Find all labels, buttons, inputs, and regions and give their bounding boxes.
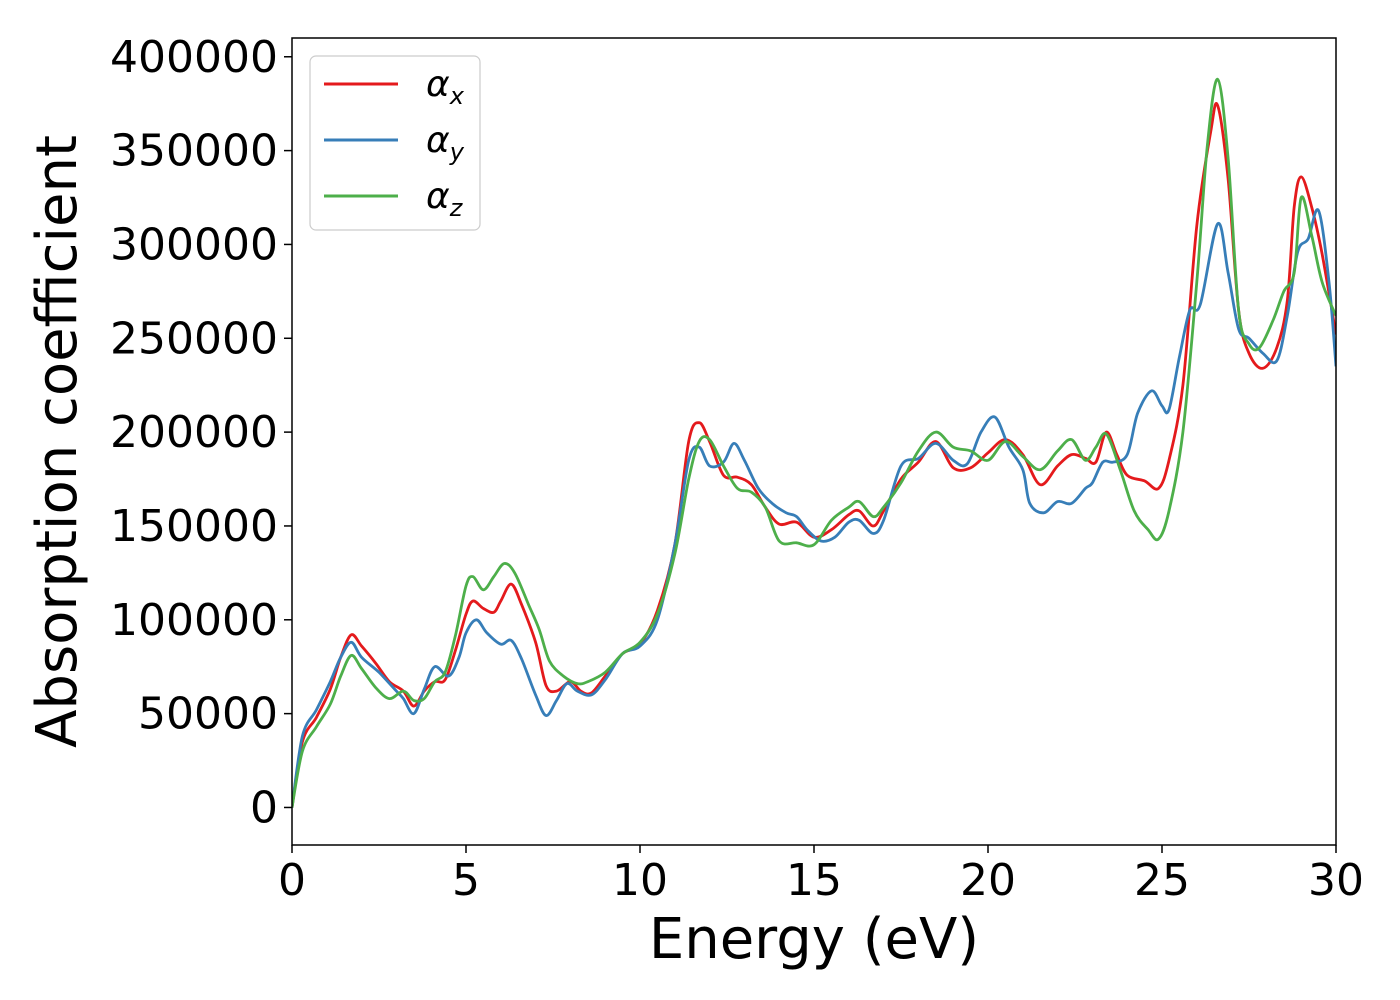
legend-label-subscript: z: [449, 194, 464, 222]
x-tick-label: 20: [960, 855, 1016, 906]
y-tick-label: 200000: [110, 407, 278, 458]
series-line-x: [292, 102, 1336, 808]
y-tick-label: 0: [250, 782, 278, 833]
legend-label-subscript: x: [449, 82, 465, 110]
y-tick-label: 250000: [110, 313, 278, 364]
y-axis-title: Absorption coefficient: [25, 135, 90, 748]
legend-label-symbol: α: [426, 120, 450, 161]
x-tick-label: 15: [786, 855, 842, 906]
x-axis-title: Energy (eV): [649, 907, 979, 972]
legend-label-subscript: y: [449, 138, 465, 166]
series-line-z: [292, 77, 1336, 808]
legend-box: [309, 55, 481, 231]
y-tick-label: 400000: [110, 32, 278, 83]
legend-label-x: αx: [426, 64, 465, 110]
legend-label-symbol: α: [426, 64, 450, 105]
legend-label-symbol: α: [426, 176, 450, 217]
ticks-layer: 0 5 10 15 20 25 30 0 50000 100000 150000 200000 2500…: [110, 32, 1364, 906]
y-tick-label: 150000: [110, 501, 278, 552]
x-tick-label: 10: [612, 855, 668, 906]
x-tick-label: 0: [278, 855, 306, 906]
legend-label-y: αy: [426, 120, 465, 166]
x-tick-label: 30: [1308, 855, 1364, 906]
y-tick-label: 350000: [110, 126, 278, 177]
y-tick-label: 100000: [110, 595, 278, 646]
y-tick-label: 300000: [110, 219, 278, 270]
x-tick-label: 5: [452, 855, 480, 906]
series-line-y: [292, 208, 1336, 808]
series-layer: [292, 77, 1336, 808]
x-tick-label: 25: [1134, 855, 1190, 906]
y-tick-label: 50000: [138, 689, 278, 740]
legend-label-z: αz: [426, 176, 464, 222]
